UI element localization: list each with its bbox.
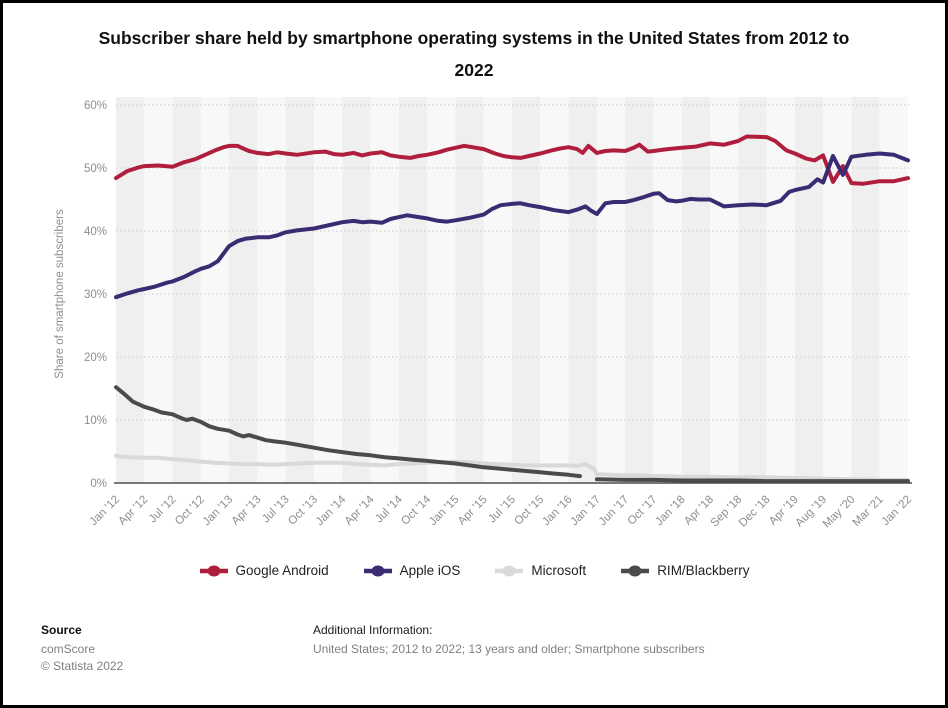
background-stripe xyxy=(738,97,767,483)
x-tick-label-jan-22: Jan '22 xyxy=(880,494,914,528)
y-tick-label: 10% xyxy=(84,415,107,427)
y-tick-label: 40% xyxy=(84,226,107,238)
x-tick-label-oct-15: Oct '15 xyxy=(512,494,546,528)
legend-label: Apple iOS xyxy=(399,563,461,578)
y-tick-label: 20% xyxy=(84,352,107,364)
x-tick-label-oct-14: Oct '14 xyxy=(399,493,433,527)
additional-info-block: Additional Information: United States; 2… xyxy=(313,623,705,658)
series-line-rim-blackberry[interactable] xyxy=(594,477,910,484)
source-label: Source xyxy=(41,623,82,637)
legend-marker-google-android-icon xyxy=(199,565,228,576)
background-stripe xyxy=(342,97,371,483)
background-stripe xyxy=(172,97,201,483)
legend-marker-apple-ios-icon xyxy=(363,565,392,576)
background-stripe xyxy=(455,97,484,483)
legend-label: Google Android xyxy=(235,563,329,578)
legend-item-rim-blackberry[interactable]: RIM/Blackberry xyxy=(620,563,749,578)
x-tick-label-mar-21: Mar '21 xyxy=(850,494,885,529)
x-tick-label-oct-17: Oct '17 xyxy=(626,494,660,528)
y-tick-label: 50% xyxy=(84,163,107,175)
x-tick-label-jan-17: Jan '17 xyxy=(569,494,603,528)
background-stripe xyxy=(879,97,908,483)
background-stripe xyxy=(540,97,569,483)
x-tick-label-jan-16: Jan '16 xyxy=(540,494,574,528)
x-tick-label-apr-14: Apr '14 xyxy=(343,493,377,527)
x-tick-label-jan-13: Jan '13 xyxy=(201,494,235,528)
chart-title: Subscriber share held by smartphone oper… xyxy=(98,28,850,80)
background-stripe xyxy=(285,97,314,483)
series-line-microsoft[interactable] xyxy=(114,453,910,482)
legend-item-google-android[interactable]: Google Android xyxy=(199,563,329,578)
source-name: comScore xyxy=(41,642,96,656)
background-stripe xyxy=(568,97,597,483)
x-tick-label-jun-17: Jun '17 xyxy=(597,494,631,528)
chart-legend: Google Android Apple iOS Microsoft RIM/Blac… xyxy=(3,563,945,578)
x-tick-label-jan-18: Jan '18 xyxy=(653,494,687,528)
x-tick-label-apr-15: Apr '15 xyxy=(456,494,490,528)
background-stripe xyxy=(370,97,399,483)
x-tick-label-oct-13: Oct '13 xyxy=(286,494,320,528)
background-stripe xyxy=(229,97,258,483)
x-tick-label-apr-12: Apr '12 xyxy=(116,494,150,528)
x-tick-label-oct-12: Oct '12 xyxy=(173,494,207,528)
x-tick-label-jan-14: Jan '14 xyxy=(314,493,349,528)
line-chart-plot-area: 0% 10% 20% 30% 40% 50% 60% Share of smartphone … xyxy=(54,97,914,531)
y-tick-label: 0% xyxy=(90,478,107,490)
background-stripe xyxy=(314,97,343,483)
legend-item-apple-ios[interactable]: Apple iOS xyxy=(363,563,461,578)
legend-label: RIM/Blackberry xyxy=(657,563,750,578)
y-axis-title: Share of smartphone subscribers xyxy=(54,209,66,379)
additional-info-text: United States; 2012 to 2022; 13 years an… xyxy=(313,642,705,656)
background-stripe xyxy=(200,97,230,483)
background-stripe xyxy=(766,97,795,483)
x-tick-label-may-20: May '20 xyxy=(821,494,858,531)
statista-copyright: © Statista 2022 xyxy=(41,659,124,673)
background-stripe xyxy=(257,97,286,483)
background-stripe xyxy=(483,97,512,483)
y-tick-label: 30% xyxy=(84,289,107,301)
x-tick-label-dec-18: Dec '18 xyxy=(737,494,773,530)
background-stripe xyxy=(427,97,456,483)
x-tick-label-jan-15: Jan '15 xyxy=(427,494,461,528)
background-stripe xyxy=(398,97,428,483)
series-line-apple-ios[interactable] xyxy=(114,151,910,300)
legend-marker-rim-blackberry-icon xyxy=(621,565,650,576)
legend-label: Microsoft xyxy=(531,563,587,578)
y-tick-label: 60% xyxy=(84,100,107,112)
background-stripe xyxy=(144,97,173,483)
source-block: Source comScore © Statista 2022 xyxy=(41,623,123,675)
background-stripe xyxy=(596,97,626,483)
legend-marker-microsoft-icon xyxy=(495,565,524,576)
background-stripe xyxy=(710,97,739,483)
background-stripe xyxy=(512,97,541,483)
x-tick-label-jan-12: Jan '12 xyxy=(88,494,122,528)
legend-item-microsoft[interactable]: Microsoft xyxy=(494,563,586,578)
background-stripe xyxy=(653,97,682,483)
series-line-rim-blackberry[interactable] xyxy=(114,385,582,479)
background-stripe xyxy=(851,97,880,483)
series-line-google-android[interactable] xyxy=(114,134,910,186)
additional-info-label: Additional Information: xyxy=(313,623,433,637)
background-stripe xyxy=(823,97,852,483)
x-tick-label-apr-13: Apr '13 xyxy=(230,494,264,528)
background-stripe xyxy=(794,97,824,483)
background-stripe xyxy=(681,97,710,483)
background-stripe xyxy=(625,97,654,483)
